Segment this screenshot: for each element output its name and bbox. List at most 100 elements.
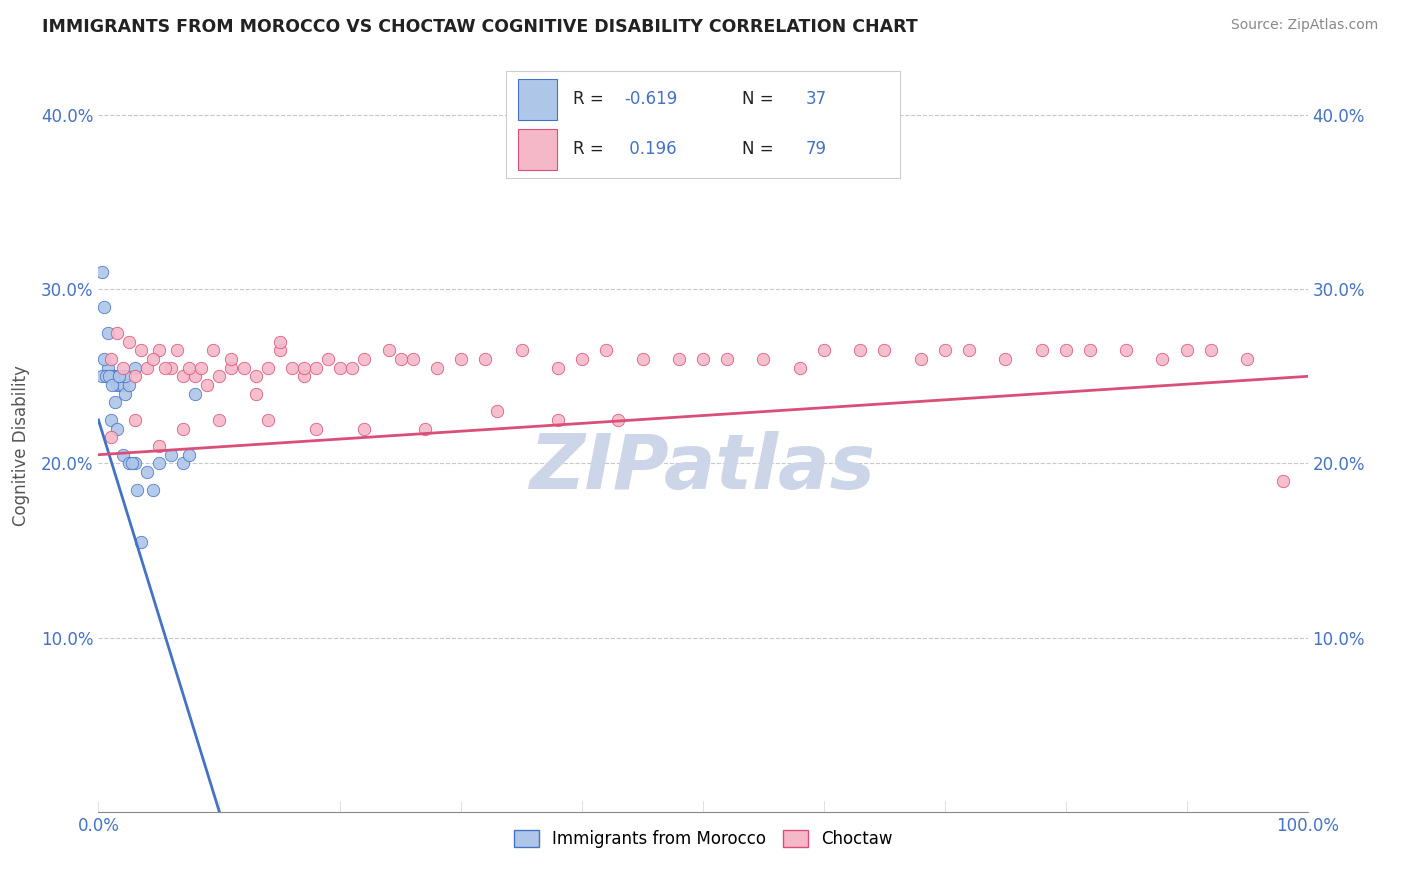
Point [426, 360, 449, 375]
Point [232, 360, 254, 375]
Point [256, 360, 278, 375]
Point [172, 369, 194, 384]
Point [305, 421, 328, 435]
Point [111, 360, 134, 375]
Point [1175, 343, 1198, 358]
Point [118, 334, 141, 349]
Text: R =: R = [574, 90, 609, 108]
Point [402, 351, 425, 366]
Point [716, 351, 738, 366]
Point [195, 378, 218, 392]
Point [873, 343, 896, 358]
Point [124, 360, 146, 375]
Point [153, 360, 176, 375]
Point [789, 360, 811, 375]
Point [160, 360, 183, 375]
Point [142, 483, 165, 497]
Point [486, 404, 509, 418]
Point [389, 351, 412, 366]
Point [107, 369, 129, 384]
Point [849, 343, 872, 358]
Point [111, 378, 134, 392]
Point [100, 413, 122, 427]
Point [100, 378, 122, 392]
Point [281, 360, 304, 375]
Point [305, 360, 328, 375]
Point [607, 413, 630, 427]
Point [692, 351, 714, 366]
Point [813, 343, 835, 358]
Point [105, 378, 128, 392]
Text: ZIPatlas: ZIPatlas [530, 431, 876, 505]
Point [221, 351, 243, 366]
Point [166, 343, 188, 358]
Point [202, 343, 225, 358]
Point [668, 351, 690, 366]
Point [190, 360, 212, 375]
Point [292, 360, 315, 375]
Point [127, 483, 149, 497]
Point [208, 413, 231, 427]
Text: Source: ZipAtlas.com: Source: ZipAtlas.com [1230, 18, 1378, 32]
Point [245, 369, 267, 384]
Point [595, 343, 617, 358]
Point [342, 360, 364, 375]
Point [184, 386, 207, 401]
Point [1199, 343, 1222, 358]
Text: N =: N = [742, 90, 779, 108]
Point [118, 378, 141, 392]
Point [377, 343, 399, 358]
Point [1152, 351, 1174, 366]
Point [450, 351, 472, 366]
Point [148, 439, 170, 453]
Point [91, 265, 114, 279]
Point [93, 300, 115, 314]
Point [94, 369, 117, 384]
Point [172, 457, 194, 471]
Point [105, 421, 128, 435]
Text: 0.196: 0.196 [624, 141, 676, 159]
Text: N =: N = [742, 141, 779, 159]
Point [1078, 343, 1101, 358]
Point [179, 448, 201, 462]
Point [148, 457, 170, 471]
Point [957, 343, 980, 358]
Point [135, 360, 157, 375]
Point [316, 351, 339, 366]
Point [172, 421, 194, 435]
Point [135, 465, 157, 479]
Point [1031, 343, 1053, 358]
Point [510, 343, 533, 358]
Point [124, 369, 146, 384]
Point [101, 369, 124, 384]
Point [571, 351, 593, 366]
Point [179, 360, 201, 375]
Point [124, 457, 146, 471]
Point [100, 430, 122, 444]
Point [292, 369, 315, 384]
Point [934, 343, 956, 358]
Point [329, 360, 352, 375]
Point [269, 343, 291, 358]
Point [97, 326, 120, 340]
Text: IMMIGRANTS FROM MOROCCO VS CHOCTAW COGNITIVE DISABILITY CORRELATION CHART: IMMIGRANTS FROM MOROCCO VS CHOCTAW COGNI… [42, 18, 918, 36]
Point [105, 326, 128, 340]
Point [269, 334, 291, 349]
Point [93, 351, 115, 366]
Point [474, 351, 496, 366]
Point [184, 369, 207, 384]
Point [245, 386, 267, 401]
Text: 37: 37 [806, 90, 827, 108]
Point [752, 351, 775, 366]
Point [208, 369, 231, 384]
Point [114, 386, 136, 401]
Point [547, 360, 569, 375]
Point [111, 448, 134, 462]
Point [91, 369, 114, 384]
Y-axis label: Cognitive Disability: Cognitive Disability [11, 366, 30, 526]
Text: 79: 79 [806, 141, 827, 159]
Point [1272, 474, 1295, 488]
Point [413, 421, 436, 435]
Point [104, 395, 127, 409]
Point [148, 343, 170, 358]
